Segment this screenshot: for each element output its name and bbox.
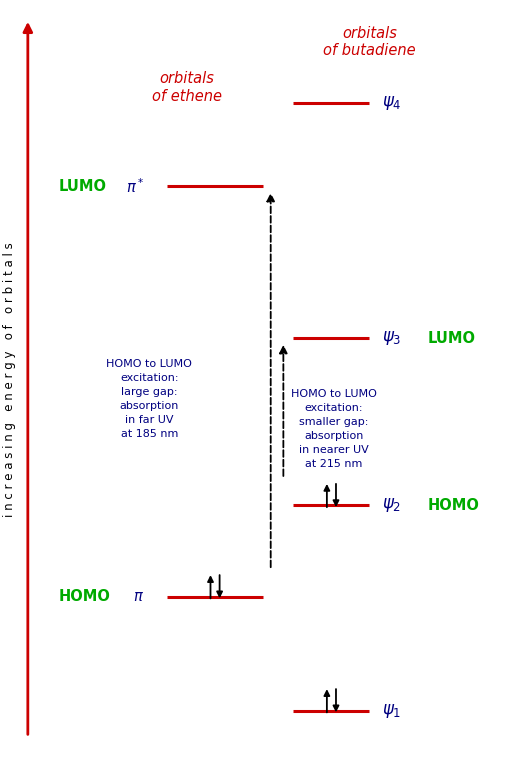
Text: $\psi_4$: $\psi_4$ bbox=[381, 93, 401, 112]
Text: $\psi_2$: $\psi_2$ bbox=[381, 496, 400, 515]
Text: orbitals
of ethene: orbitals of ethene bbox=[152, 71, 222, 103]
Text: $\pi$: $\pi$ bbox=[133, 589, 144, 604]
Text: $\pi^*$: $\pi^*$ bbox=[126, 177, 144, 195]
Text: HOMO to LUMO
excitation:
smaller gap:
absorption
in nearer UV
at 215 nm: HOMO to LUMO excitation: smaller gap: ab… bbox=[290, 389, 376, 470]
Text: HOMO: HOMO bbox=[58, 589, 110, 604]
Text: LUMO: LUMO bbox=[427, 331, 475, 346]
Text: HOMO to LUMO
excitation:
large gap:
absorption
in far UV
at 185 nm: HOMO to LUMO excitation: large gap: abso… bbox=[106, 359, 192, 439]
Text: $\psi_3$: $\psi_3$ bbox=[381, 329, 400, 347]
Text: LUMO: LUMO bbox=[58, 179, 106, 194]
Text: $\psi_1$: $\psi_1$ bbox=[381, 701, 400, 720]
Text: HOMO: HOMO bbox=[427, 498, 479, 513]
Text: i n c r e a s i n g   e n e r g y   o f   o r b i t a l s: i n c r e a s i n g e n e r g y o f o r … bbox=[3, 242, 16, 518]
Text: orbitals
of butadiene: orbitals of butadiene bbox=[322, 26, 415, 58]
